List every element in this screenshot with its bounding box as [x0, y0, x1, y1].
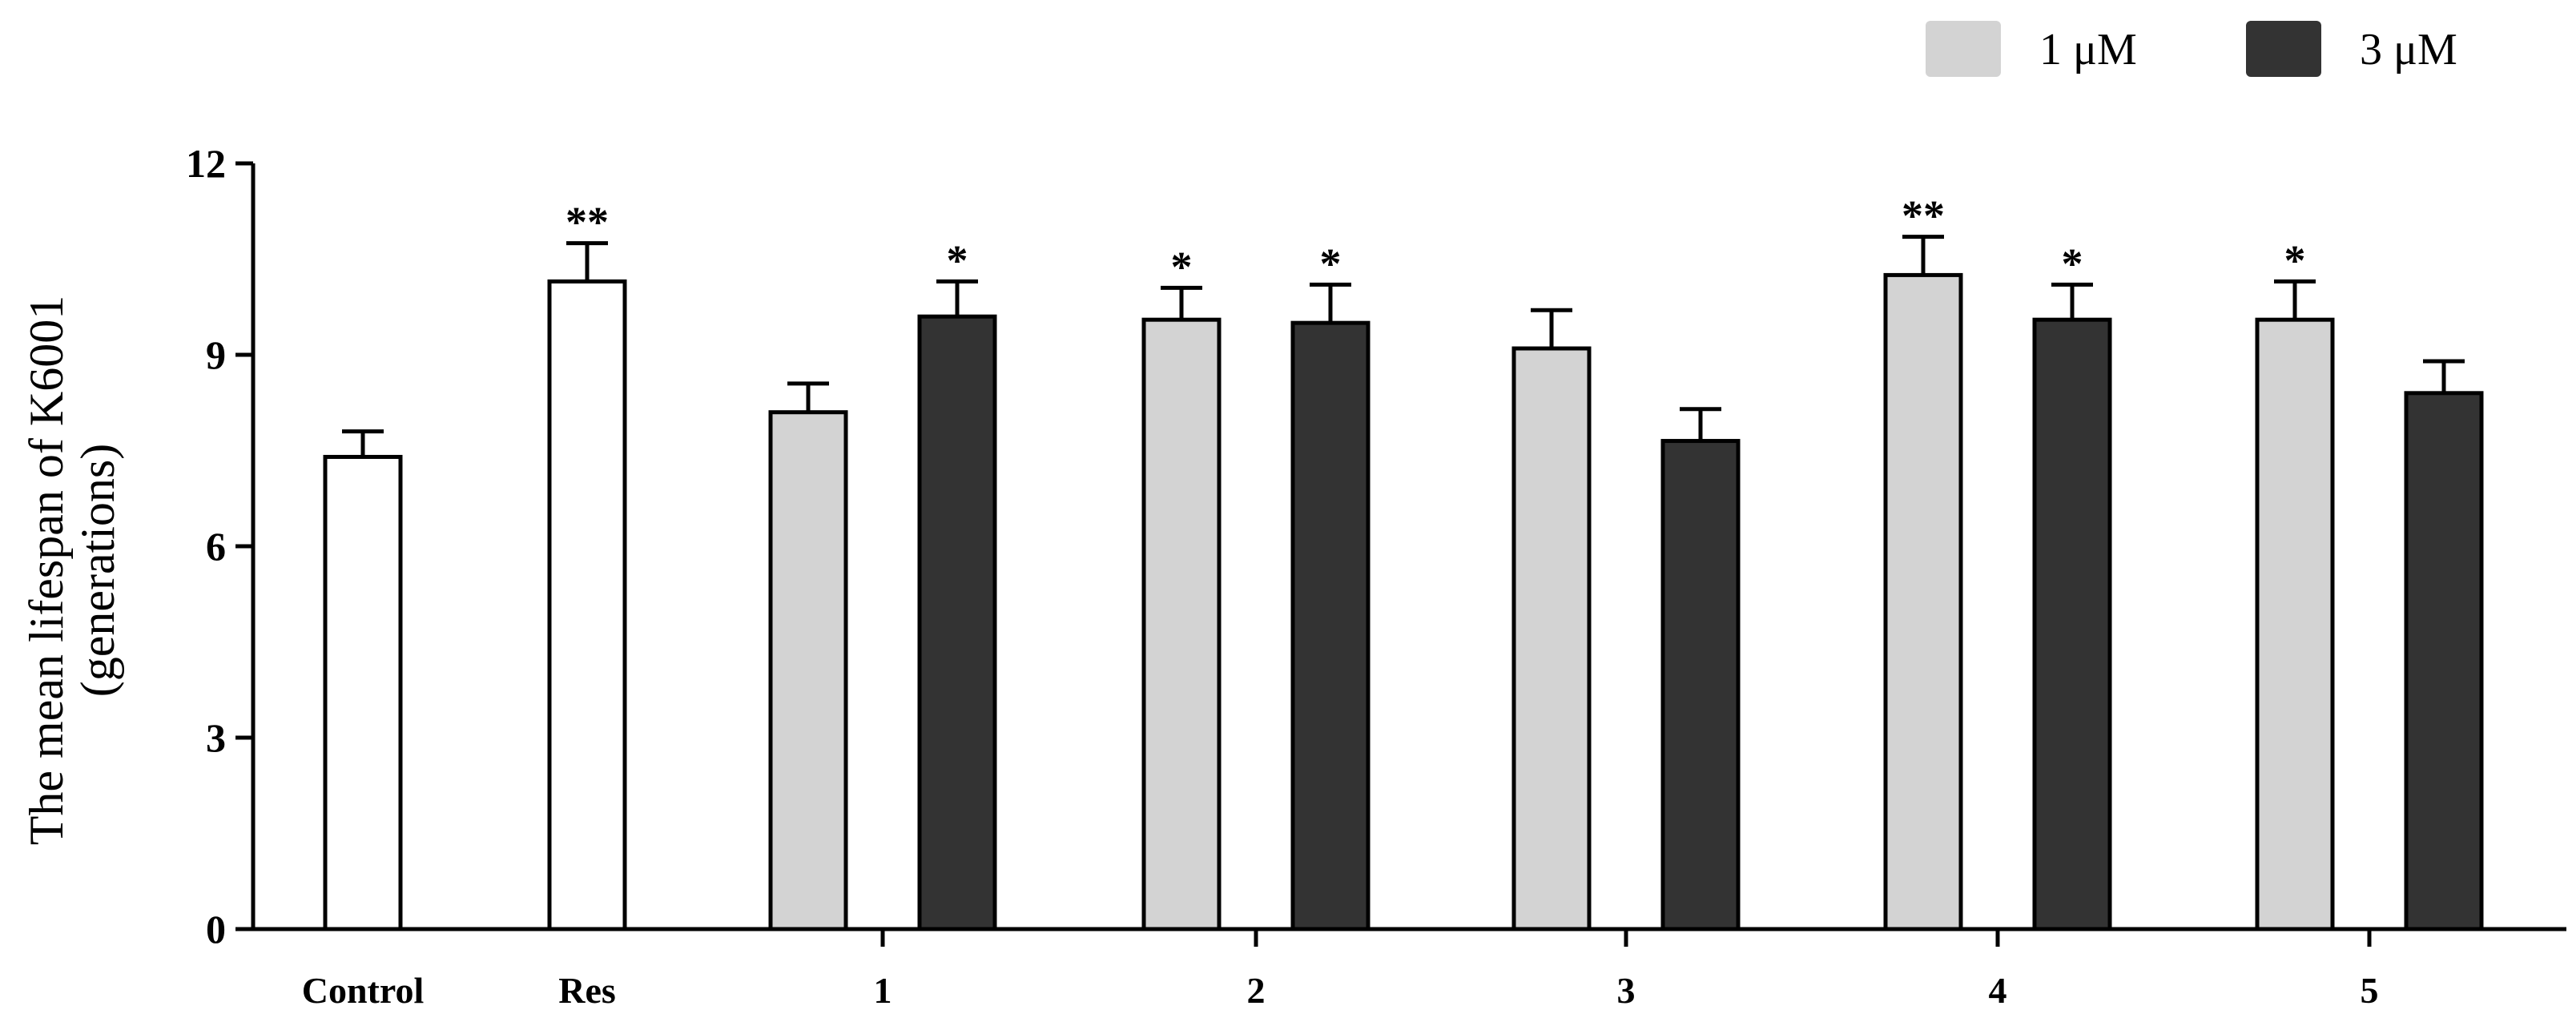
significance-marker: * [1320, 239, 1342, 288]
y-axis-label-line1: The mean lifespan of K6001 [20, 296, 73, 845]
legend-swatch-3um [2246, 21, 2321, 77]
x-tick-label: 3 [1617, 970, 1636, 1011]
x-tick-label: Control [302, 970, 425, 1011]
bar-5-1um [2255, 317, 2335, 931]
significance-marker: * [1171, 243, 1193, 291]
y-tick-label: 9 [206, 332, 226, 377]
legend-label-1um: 1 μM [2039, 25, 2137, 74]
bar-3-3um [1660, 439, 1741, 931]
significance-marker: * [2284, 236, 2306, 284]
significance-marker: ** [566, 199, 609, 247]
y-axis-label-line2: (generations) [71, 444, 124, 698]
bar-control [323, 454, 403, 931]
x-tick-label: 1 [874, 970, 892, 1011]
x-ticks: Control Res 1 2 3 4 5 [302, 929, 2379, 1011]
bar-res [547, 279, 627, 931]
x-tick-label: 5 [2361, 970, 2379, 1011]
x-tick-label: Res [558, 970, 616, 1011]
significance-marker: ** [1902, 192, 1945, 240]
bar-3-1um [1511, 346, 1592, 931]
bar-1-1um [768, 410, 848, 931]
y-tick-label: 6 [206, 524, 226, 569]
significance-marker: * [947, 236, 968, 284]
y-ticks: 0 3 6 9 12 [186, 141, 253, 952]
bar-4-3um [2032, 317, 2112, 931]
bar-2-1um [1141, 317, 1222, 931]
y-tick-label: 12 [186, 141, 226, 186]
legend: 1 μM 3 μM [1926, 21, 2457, 77]
legend-swatch-1um [1926, 21, 2001, 77]
legend-label-3um: 3 μM [2360, 25, 2457, 74]
bar-1-3um [917, 314, 997, 931]
x-tick-label: 2 [1247, 970, 1266, 1011]
y-tick-label: 0 [206, 907, 226, 952]
y-tick-label: 3 [206, 715, 226, 760]
bar-5-3um [2404, 391, 2484, 931]
y-axis-title: The mean lifespan of K6001 (generations) [20, 296, 124, 845]
x-tick-label: 4 [1989, 970, 2007, 1011]
bar-2-3um [1290, 320, 1371, 931]
bar-4-1um [1883, 272, 1963, 931]
significance-marker: * [2062, 239, 2083, 288]
bars: *** * **** * [323, 192, 2484, 931]
